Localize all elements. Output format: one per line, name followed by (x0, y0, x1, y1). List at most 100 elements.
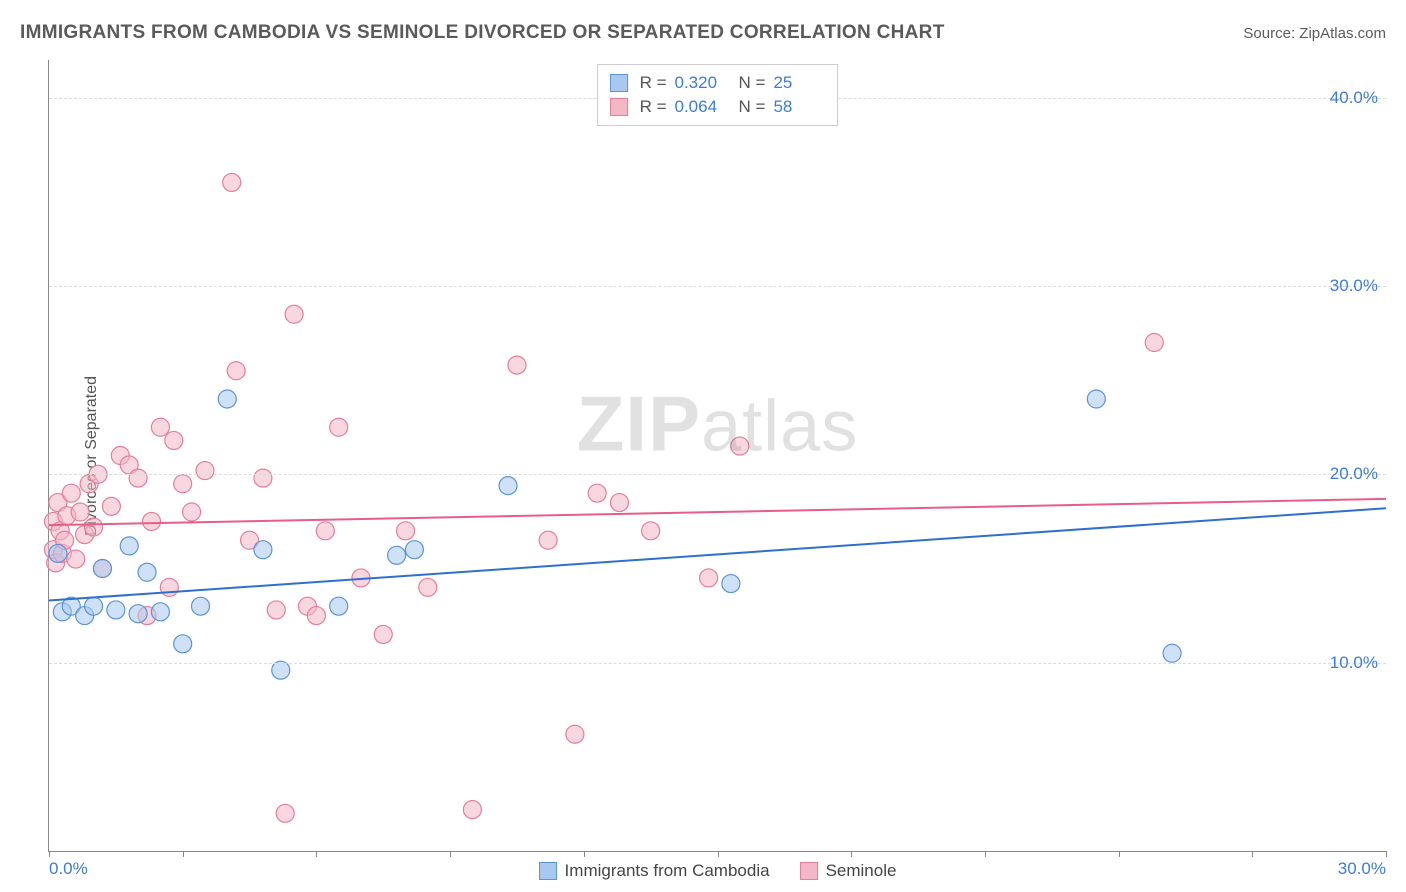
chart-header: IMMIGRANTS FROM CAMBODIA VS SEMINOLE DIV… (0, 0, 1406, 52)
legend-swatch-bottom-seminole (800, 862, 818, 880)
chart-container: Divorced or Separated ZIPatlas R = 0.320… (48, 60, 1386, 852)
chart-title: IMMIGRANTS FROM CAMBODIA VS SEMINOLE DIV… (20, 22, 945, 44)
data-point-cambodia (1087, 390, 1105, 408)
legend-stats-row-cambodia: R = 0.320 N = 25 (610, 71, 826, 95)
legend-item-seminole: Seminole (800, 861, 897, 881)
data-point-seminole (731, 437, 749, 455)
data-point-cambodia (218, 390, 236, 408)
data-point-cambodia (93, 560, 111, 578)
chart-source: Source: ZipAtlas.com (1243, 25, 1386, 42)
data-point-cambodia (120, 537, 138, 555)
data-point-seminole (151, 418, 169, 436)
data-point-seminole (143, 512, 161, 530)
data-point-seminole (174, 475, 192, 493)
data-point-cambodia (388, 546, 406, 564)
data-point-seminole (566, 725, 584, 743)
x-tick (584, 851, 585, 857)
data-point-seminole (397, 522, 415, 540)
x-tick (1119, 851, 1120, 857)
r-label: R = (640, 97, 667, 117)
source-label: Source: (1243, 25, 1299, 42)
data-point-cambodia (254, 541, 272, 559)
data-point-seminole (316, 522, 334, 540)
r-value-seminole: 0.064 (675, 97, 727, 117)
data-point-seminole (223, 173, 241, 191)
data-point-seminole (267, 601, 285, 619)
y-tick-label: 30.0% (1330, 276, 1378, 296)
data-point-cambodia (330, 597, 348, 615)
legend-swatch-bottom-cambodia (539, 862, 557, 880)
data-point-cambodia (107, 601, 125, 619)
data-point-cambodia (192, 597, 210, 615)
data-point-cambodia (174, 635, 192, 653)
data-point-seminole (307, 607, 325, 625)
x-tick-label: 30.0% (1338, 859, 1386, 879)
data-point-cambodia (272, 661, 290, 679)
data-point-seminole (67, 550, 85, 568)
x-tick (851, 851, 852, 857)
data-point-seminole (129, 469, 147, 487)
n-value-seminole: 58 (773, 97, 825, 117)
x-tick (450, 851, 451, 857)
data-point-cambodia (129, 605, 147, 623)
legend-stats-row-seminole: R = 0.064 N = 58 (610, 95, 826, 119)
x-tick (316, 851, 317, 857)
n-value-cambodia: 25 (773, 73, 825, 93)
x-tick (183, 851, 184, 857)
data-point-seminole (610, 494, 628, 512)
data-point-seminole (285, 305, 303, 323)
n-label: N = (739, 97, 766, 117)
legend-label-cambodia: Immigrants from Cambodia (565, 861, 770, 881)
source-value: ZipAtlas.com (1299, 25, 1386, 42)
data-point-cambodia (138, 563, 156, 581)
data-point-seminole (227, 362, 245, 380)
gridline-h (49, 286, 1386, 287)
data-point-seminole (254, 469, 272, 487)
data-point-seminole (374, 625, 392, 643)
data-point-cambodia (151, 603, 169, 621)
data-point-seminole (71, 503, 89, 521)
legend-swatch-seminole (610, 98, 628, 116)
y-tick-label: 10.0% (1330, 653, 1378, 673)
plot-svg (49, 60, 1386, 851)
r-label: R = (640, 73, 667, 93)
data-point-seminole (642, 522, 660, 540)
data-point-seminole (588, 484, 606, 502)
data-point-cambodia (499, 477, 517, 495)
data-point-seminole (1145, 334, 1163, 352)
data-point-seminole (419, 578, 437, 596)
x-tick (1386, 851, 1387, 857)
data-point-cambodia (722, 575, 740, 593)
data-point-cambodia (85, 597, 103, 615)
y-tick-label: 40.0% (1330, 88, 1378, 108)
x-tick-label: 0.0% (49, 859, 88, 879)
legend-item-cambodia: Immigrants from Cambodia (539, 861, 770, 881)
data-point-seminole (330, 418, 348, 436)
data-point-seminole (165, 431, 183, 449)
data-point-seminole (102, 497, 120, 515)
data-point-seminole (196, 462, 214, 480)
data-point-seminole (508, 356, 526, 374)
data-point-cambodia (49, 544, 67, 562)
data-point-cambodia (405, 541, 423, 559)
r-value-cambodia: 0.320 (675, 73, 727, 93)
y-tick-label: 20.0% (1330, 464, 1378, 484)
data-point-seminole (463, 801, 481, 819)
data-point-seminole (183, 503, 201, 521)
data-point-seminole (62, 484, 80, 502)
n-label: N = (739, 73, 766, 93)
x-tick (1252, 851, 1253, 857)
gridline-h (49, 663, 1386, 664)
data-point-seminole (276, 804, 294, 822)
plot-area: ZIPatlas R = 0.320 N = 25 R = 0.064 N = … (48, 60, 1386, 852)
x-tick (718, 851, 719, 857)
data-point-seminole (539, 531, 557, 549)
data-point-seminole (85, 518, 103, 536)
legend-stats-box: R = 0.320 N = 25 R = 0.064 N = 58 (597, 64, 839, 126)
data-point-seminole (700, 569, 718, 587)
x-tick (985, 851, 986, 857)
legend-label-seminole: Seminole (826, 861, 897, 881)
legend-swatch-cambodia (610, 74, 628, 92)
legend-series: Immigrants from Cambodia Seminole (539, 861, 897, 881)
gridline-h (49, 474, 1386, 475)
